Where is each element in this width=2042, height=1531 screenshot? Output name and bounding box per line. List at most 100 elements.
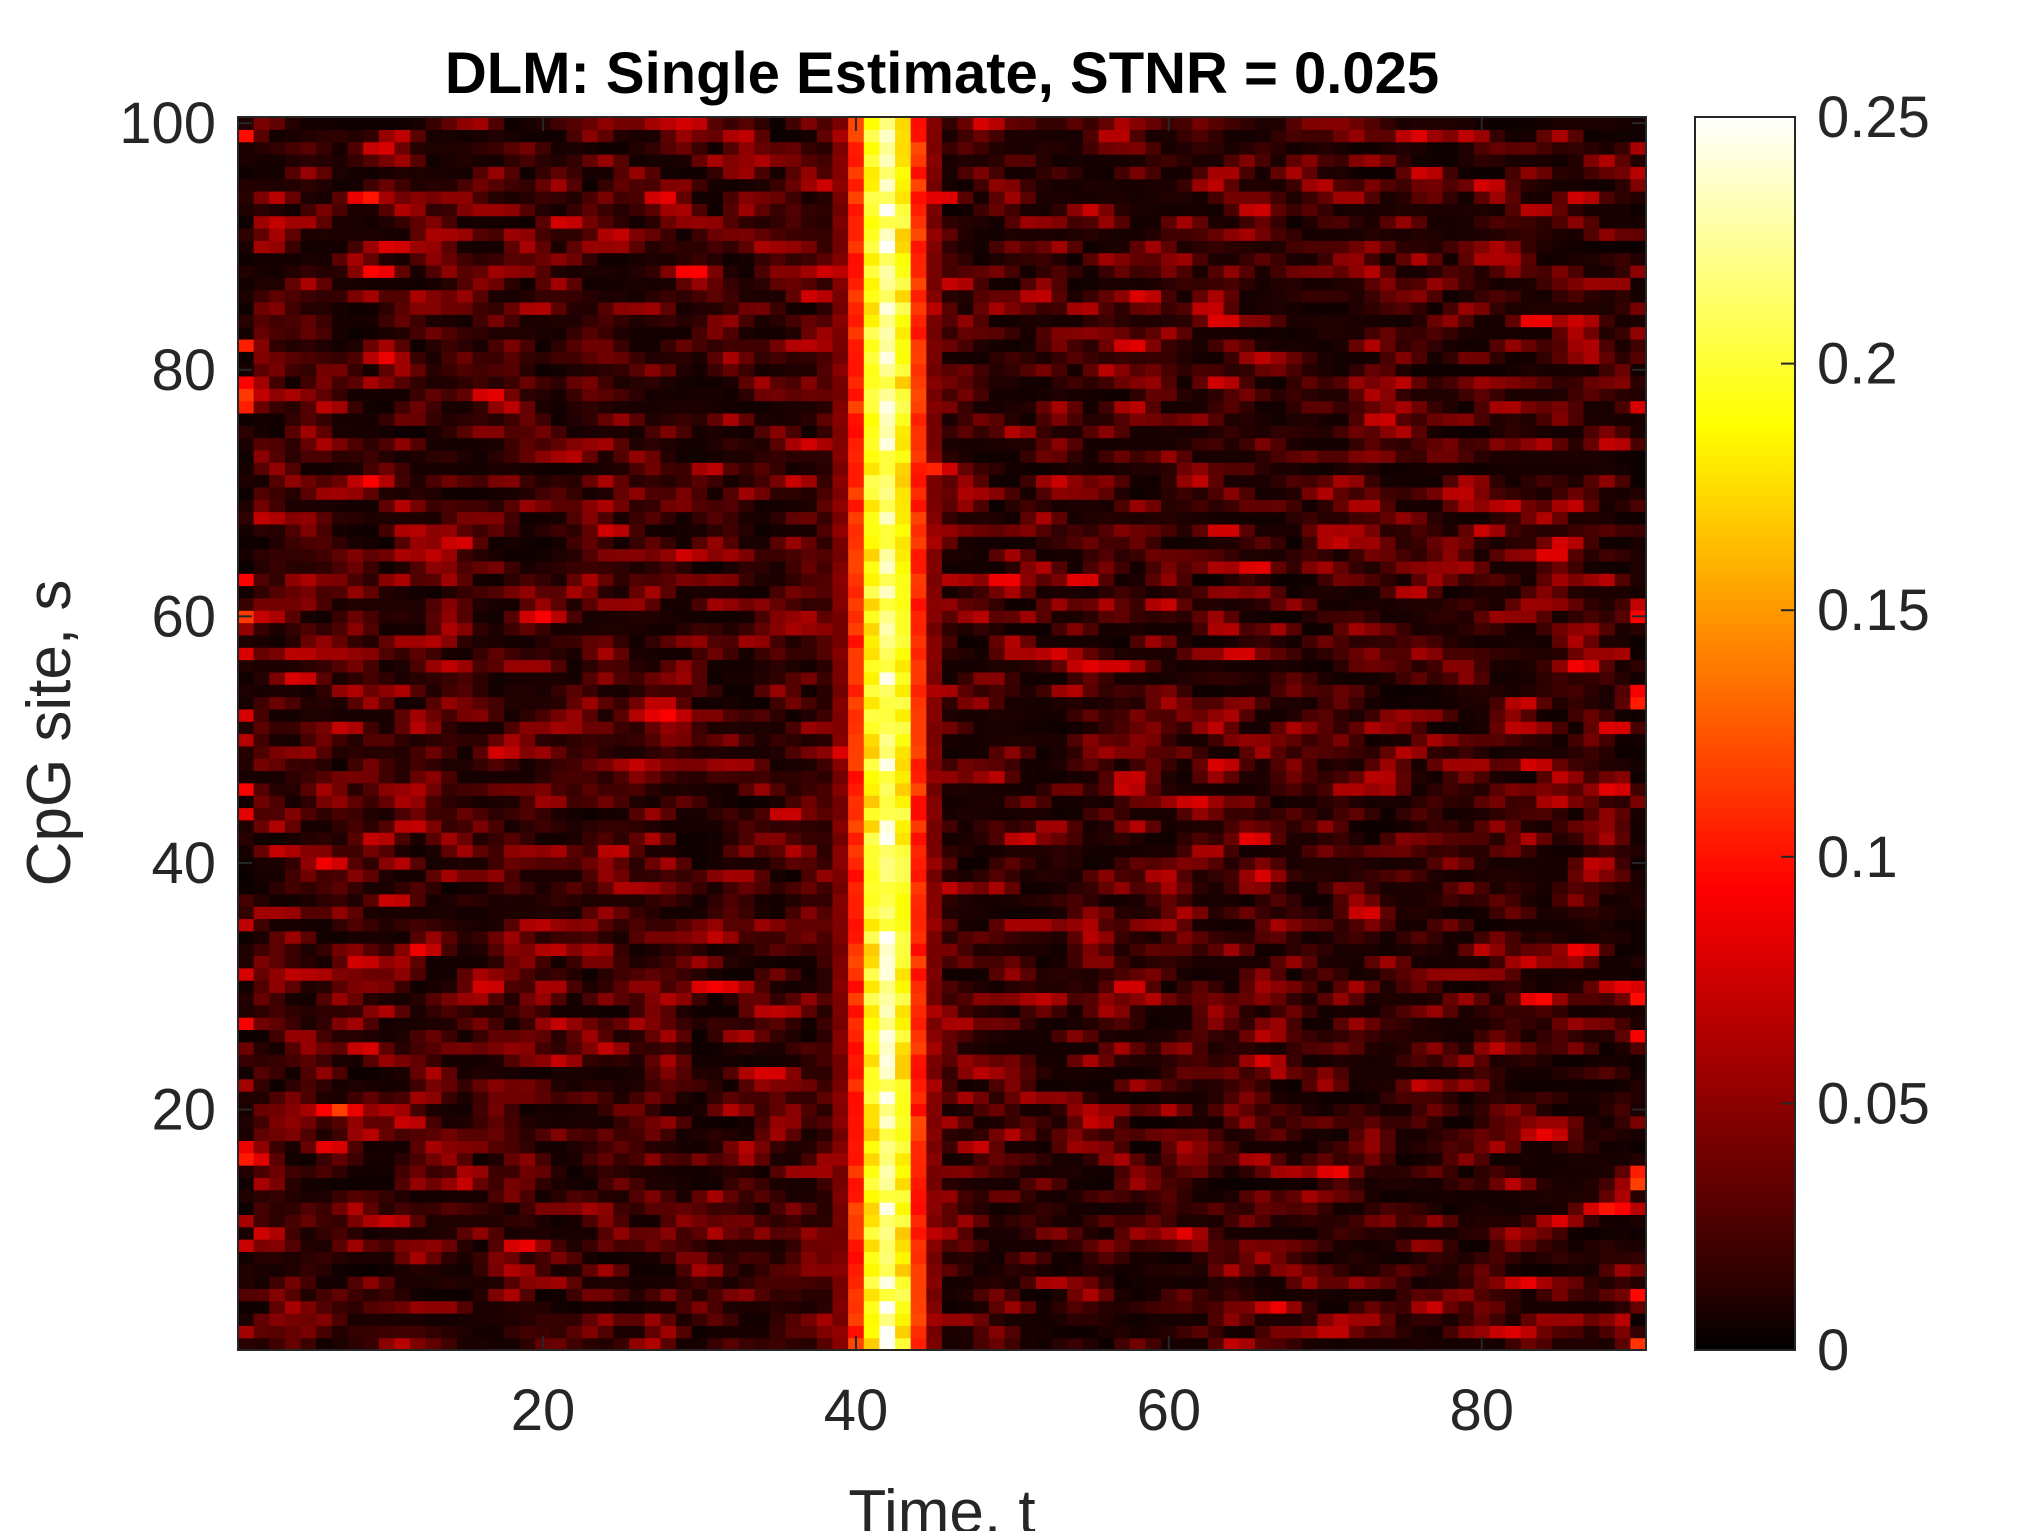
- heatmap-cell: [597, 1115, 615, 1129]
- heatmap-cell: [1442, 1017, 1459, 1031]
- heatmap-cell: [1442, 1103, 1459, 1117]
- heatmap-cell: [1364, 671, 1381, 685]
- heatmap-cell: [722, 1202, 740, 1215]
- heatmap-cell: [1473, 955, 1491, 969]
- heatmap-cell: [1536, 1300, 1553, 1314]
- heatmap-cell: [238, 1004, 255, 1018]
- heatmap-cell: [957, 918, 974, 932]
- heatmap-cell: [1239, 1115, 1256, 1129]
- heatmap-cell: [1035, 1017, 1053, 1031]
- heatmap-cell: [754, 967, 771, 981]
- heatmap-cell: [629, 1263, 646, 1277]
- heatmap-cell: [1599, 795, 1616, 809]
- heatmap-cell: [722, 1313, 740, 1326]
- heatmap-cell: [1364, 1325, 1381, 1339]
- heatmap-cell: [1192, 721, 1209, 735]
- heatmap-cell: [1129, 1226, 1146, 1240]
- heatmap-cell: [441, 733, 458, 747]
- heatmap-cell: [331, 1078, 349, 1092]
- heatmap-cell: [566, 869, 583, 883]
- heatmap-cell: [488, 943, 505, 957]
- heatmap-cell: [1082, 1029, 1100, 1043]
- heatmap-cell: [300, 1202, 317, 1215]
- heatmap-cell: [1599, 696, 1616, 710]
- heatmap-cell: [895, 708, 912, 722]
- heatmap-cell: [691, 1189, 708, 1203]
- heatmap-cell: [1333, 708, 1350, 722]
- heatmap-cell: [457, 955, 474, 969]
- heatmap-cell: [1364, 733, 1381, 747]
- heatmap-cell: [926, 1091, 943, 1104]
- heatmap-cell: [269, 856, 286, 870]
- heatmap-cell: [503, 1337, 521, 1351]
- heatmap-cell: [1364, 1300, 1381, 1314]
- heatmap-cell: [269, 1214, 286, 1228]
- heatmap-cell: [472, 869, 489, 883]
- heatmap-cell: [988, 1152, 1006, 1166]
- heatmap-cell: [644, 1066, 661, 1080]
- heatmap-cell: [472, 1214, 489, 1228]
- heatmap-cell: [1098, 856, 1115, 870]
- heatmap-cell: [253, 1337, 270, 1351]
- heatmap-cell: [519, 1202, 536, 1215]
- heatmap-cell: [1426, 708, 1444, 722]
- heatmap-cell: [441, 1078, 458, 1092]
- heatmap-cell: [1348, 1313, 1365, 1326]
- heatmap-cell: [457, 1066, 474, 1080]
- heatmap-cell: [519, 782, 536, 796]
- heatmap-cell: [1004, 684, 1021, 698]
- heatmap-cell: [347, 795, 364, 809]
- heatmap-cell: [785, 967, 802, 981]
- heatmap-cell: [457, 906, 474, 920]
- heatmap-cell: [1004, 906, 1021, 920]
- heatmap-cell: [785, 856, 802, 870]
- heatmap-cell: [1114, 1300, 1131, 1314]
- heatmap-cell: [582, 1313, 599, 1326]
- heatmap-cell: [1067, 1128, 1084, 1141]
- heatmap-cell: [1520, 708, 1538, 722]
- heatmap-cell: [1458, 1337, 1475, 1351]
- heatmap-cell: [269, 659, 286, 673]
- heatmap-cell: [785, 1140, 802, 1154]
- heatmap-cell: [942, 721, 959, 735]
- heatmap-cell: [394, 1029, 411, 1043]
- heatmap-cell: [1051, 671, 1068, 685]
- heatmap-cell: [1004, 708, 1021, 722]
- heatmap-cell: [253, 1165, 270, 1178]
- heatmap-cell: [1207, 807, 1225, 821]
- heatmap-cell: [503, 992, 521, 1006]
- heatmap-cell: [284, 758, 302, 772]
- heatmap-cell: [1223, 770, 1240, 784]
- heatmap-cell: [253, 708, 270, 722]
- heatmap-cell: [1286, 1177, 1303, 1191]
- heatmap-cell: [1239, 1078, 1256, 1092]
- heatmap-cell: [1301, 696, 1319, 710]
- heatmap-cell: [1051, 1276, 1068, 1289]
- heatmap-cell: [1067, 671, 1084, 685]
- heatmap-cell: [1348, 770, 1365, 784]
- heatmap-cell: [1583, 992, 1600, 1006]
- heatmap-cell: [707, 1189, 724, 1203]
- heatmap-cell: [754, 1300, 771, 1314]
- heatmap-cell: [1051, 745, 1068, 759]
- heatmap-cell: [1129, 1066, 1146, 1080]
- heatmap-cell: [1301, 1202, 1319, 1215]
- heatmap-cell: [1145, 795, 1162, 809]
- heatmap-cell: [488, 1226, 505, 1240]
- heatmap-cell: [973, 758, 990, 772]
- heatmap-cell: [566, 1041, 583, 1055]
- heatmap-cell: [441, 1004, 458, 1018]
- heatmap-cell: [942, 770, 959, 784]
- heatmap-cell: [347, 1226, 364, 1240]
- heatmap-cell: [519, 955, 536, 969]
- heatmap-cell: [1270, 1152, 1287, 1166]
- heatmap-cell: [1051, 1066, 1068, 1080]
- heatmap-cell: [879, 1337, 896, 1351]
- heatmap-cell: [535, 807, 552, 821]
- heatmap-cell: [957, 1128, 974, 1141]
- heatmap-cell: [1317, 684, 1334, 698]
- heatmap-cell: [597, 1140, 615, 1154]
- heatmap-cell: [1176, 782, 1193, 796]
- heatmap-cell: [457, 1214, 474, 1228]
- heatmap-cell: [300, 733, 317, 747]
